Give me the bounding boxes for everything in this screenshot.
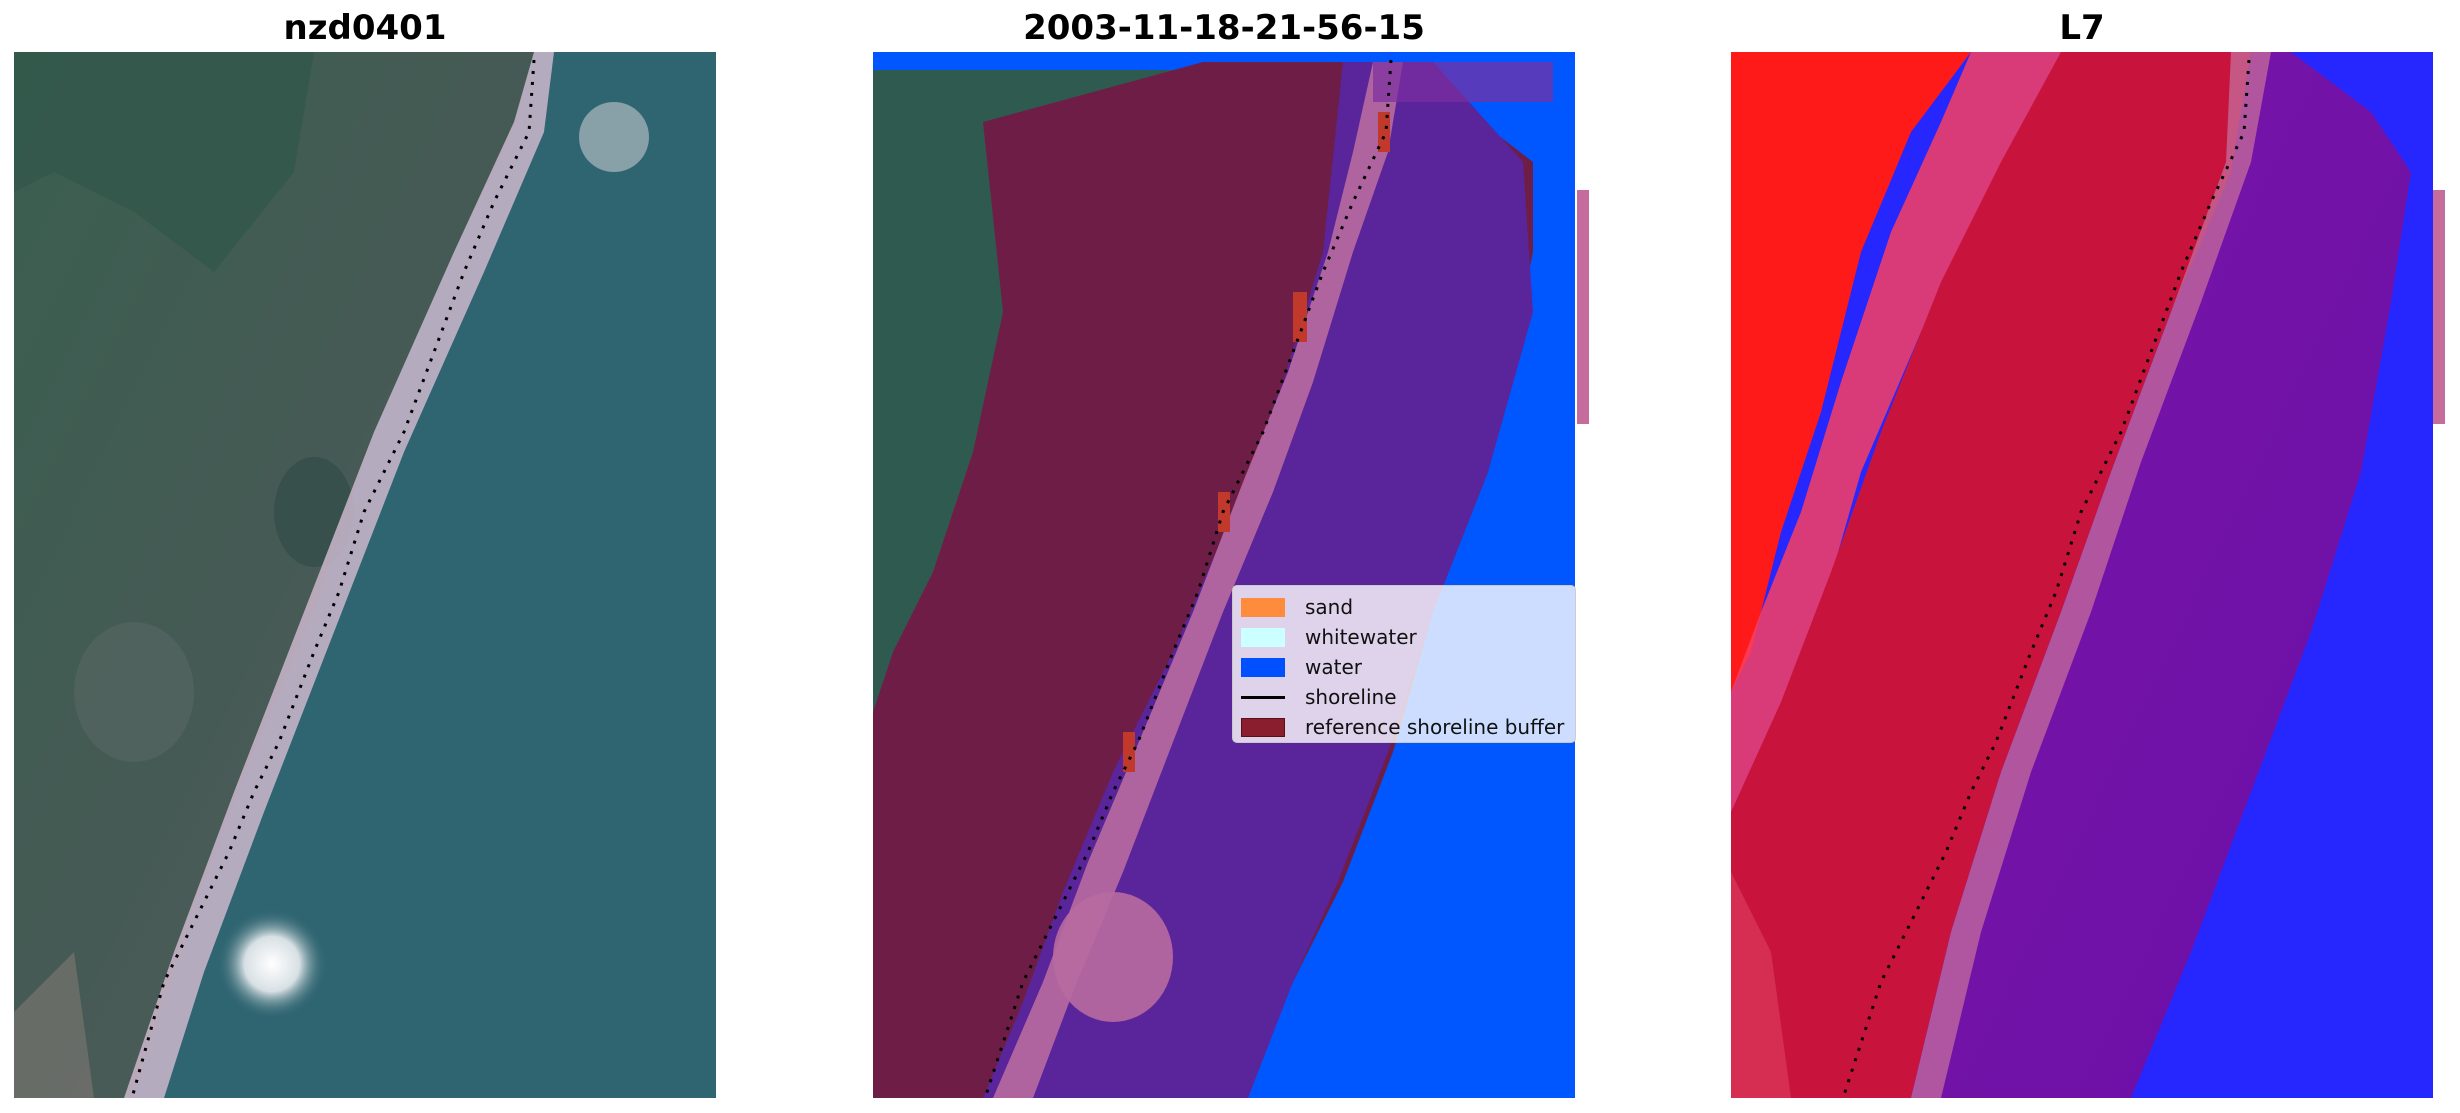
- legend-item-whitewater: whitewater: [1241, 622, 1567, 652]
- classification-panel: [873, 52, 1575, 1098]
- legend-swatch-shoreline: [1241, 695, 1285, 699]
- legend-label-buffer: reference shoreline buffer: [1305, 715, 1565, 739]
- legend-swatch-buffer: [1241, 717, 1285, 737]
- legend-item-water: water: [1241, 652, 1567, 682]
- legend-swatch-whitewater: [1241, 627, 1285, 647]
- shoreline-classification: [983, 59, 1393, 1098]
- panel-title-rgb: nzd0401: [283, 8, 447, 48]
- legend-item-shoreline: shoreline: [1241, 682, 1567, 712]
- classification-image: [873, 52, 1575, 1098]
- legend-swatch-water: [1241, 657, 1285, 677]
- rgb-image: [14, 52, 716, 1098]
- panel-title-index: L7: [2059, 8, 2105, 48]
- shoreline-index: [1841, 59, 2251, 1098]
- legend-label-whitewater: whitewater: [1305, 625, 1417, 649]
- rgb-image-panel: [14, 52, 716, 1098]
- legend-item-sand: sand: [1241, 592, 1567, 622]
- legend-label-shoreline: shoreline: [1305, 685, 1397, 709]
- colorbar-strip-right: [2433, 190, 2445, 424]
- index-panel: [1731, 52, 2433, 1098]
- legend-label-sand: sand: [1305, 595, 1354, 619]
- panel-title-classification: 2003-11-18-21-56-15: [1023, 8, 1425, 48]
- index-image: [1731, 52, 2433, 1098]
- legend-item-buffer: reference shoreline buffer: [1241, 712, 1567, 742]
- legend: sand whitewater water shoreline referenc…: [1232, 585, 1576, 743]
- legend-label-water: water: [1305, 655, 1362, 679]
- colorbar-strip-left: [1577, 190, 1589, 424]
- legend-swatch-sand: [1241, 597, 1285, 617]
